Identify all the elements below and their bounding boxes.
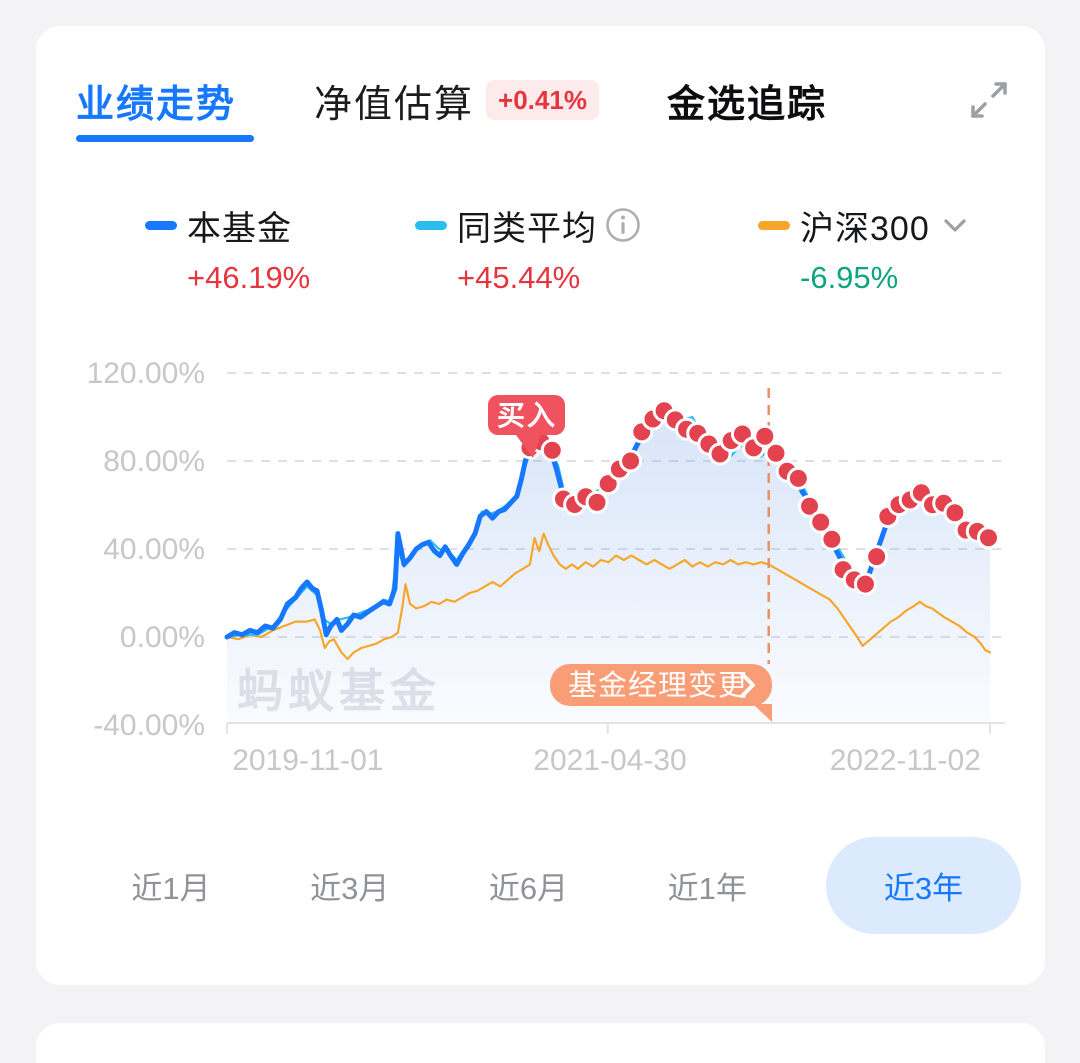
average-line-swatch [415,220,447,230]
svg-text:2022-11-02: 2022-11-02 [830,744,981,777]
fund-line-swatch [145,220,177,230]
tab-gold-tracking[interactable]: 金选追踪 [666,83,827,126]
tooltip-chevron-right-icon [740,672,755,698]
range-6m[interactable]: 近6月 [488,870,569,906]
svg-text:0.00%: 0.00% [120,621,205,654]
average-label: 同类平均 [457,209,597,248]
manager-change-tooltip[interactable]: 基金经理变更 [550,664,772,722]
range-1y[interactable]: 近1年 [667,870,747,906]
fund-label: 本基金 [187,209,292,248]
tab-valuation[interactable]: 净值估算 [314,83,475,126]
chevron-down-icon[interactable] [940,210,970,240]
info-icon[interactable] [605,207,641,243]
index-line-swatch [758,220,790,230]
legend-average: 同类平均 +45.44% [415,202,641,296]
performance-card: 业绩走势 净值估算 +0.41% 金选追踪 本基金 +46.19% 同类平均 [36,26,1045,985]
active-tab-underline [76,135,254,142]
tab-performance[interactable]: 业绩走势 [76,83,237,126]
chart-legend: 本基金 +46.19% 同类平均 +45.44% 沪深300 [36,202,1045,312]
svg-text:2019-11-01: 2019-11-01 [232,744,383,777]
average-return-value: +45.44% [457,260,581,295]
index-return-value: -6.95% [800,260,899,295]
valuation-change-badge: +0.41% [486,80,599,120]
performance-chart[interactable]: 蚂蚁基金 120.00%80.00%40.00%0.00%-40.00%2019… [36,310,1045,790]
legend-index[interactable]: 沪深300 -6.95% [758,202,970,296]
svg-text:2021-04-30: 2021-04-30 [533,744,686,777]
svg-text:80.00%: 80.00% [103,445,205,478]
index-label: 沪深300 [800,209,930,248]
legend-fund: 本基金 +46.19% [145,202,310,296]
chart-render-layer: 120.00% 80.00% 40.00% 0.00% -40.00% 2019-11-0… [87,357,1005,777]
range-selector: 近1月 近3月 近6月 近1年 近3年 [111,836,1021,934]
range-1m[interactable]: 近1月 [131,870,211,906]
svg-text:-40.00%: -40.00% [93,709,205,742]
buy-label-bubble[interactable]: 买入 [488,395,565,458]
buy-label-text: 买入 [497,400,557,431]
manager-change-text: 基金经理变更 [568,669,748,702]
next-card-top [36,1023,1045,1063]
tab-bar: 业绩走势 净值估算 +0.41% 金选追踪 [76,74,1011,126]
svg-text:40.00%: 40.00% [103,533,205,566]
expand-fullscreen-icon[interactable] [967,78,1011,122]
performance-chart-svg[interactable]: 蚂蚁基金 120.00%80.00%40.00%0.00%-40.00%2019… [36,310,1045,790]
range-3m[interactable]: 近3月 [310,870,390,906]
svg-text:120.00%: 120.00% [87,357,205,390]
fund-return-value: +46.19% [187,260,311,295]
range-3y[interactable]: 近3年 [826,836,1021,934]
